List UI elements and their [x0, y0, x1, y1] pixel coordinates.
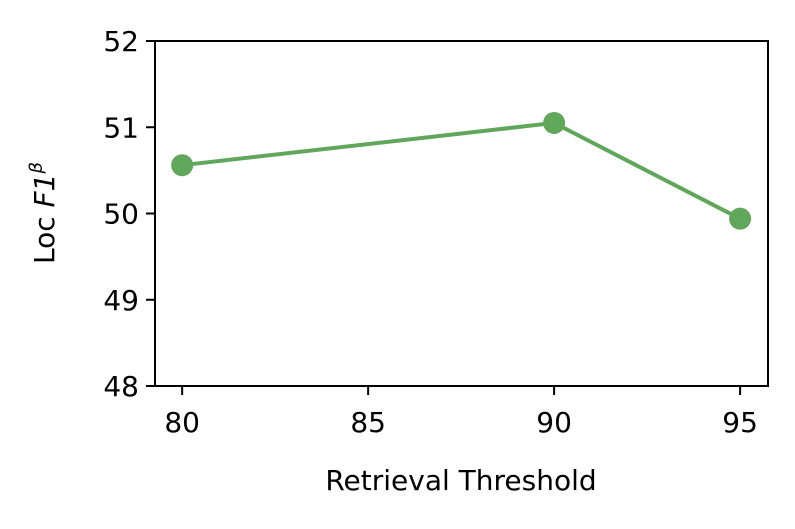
x-axis-label: Retrieval Threshold [325, 464, 596, 497]
y-tick-label: 50 [103, 198, 139, 231]
y-tick-label: 52 [103, 25, 139, 58]
y-axis-label: Loc F1β [26, 162, 61, 264]
data-point [543, 111, 566, 134]
y-tick-label: 49 [103, 284, 139, 317]
plot-frame [154, 40, 769, 387]
data-point [171, 154, 194, 177]
y-label-prefix: Loc [28, 216, 61, 264]
x-tick-label: 90 [536, 406, 572, 439]
x-tick-label: 85 [350, 406, 386, 439]
y-label-superscript: β [26, 162, 47, 175]
y-label-symbol: F1 [28, 174, 61, 208]
series-line [181, 120, 742, 221]
x-tick-label: 95 [722, 406, 758, 439]
data-point [729, 207, 752, 230]
y-tick-label: 48 [103, 370, 139, 403]
y-tick-label: 51 [103, 111, 139, 144]
x-tick-label: 80 [164, 406, 200, 439]
